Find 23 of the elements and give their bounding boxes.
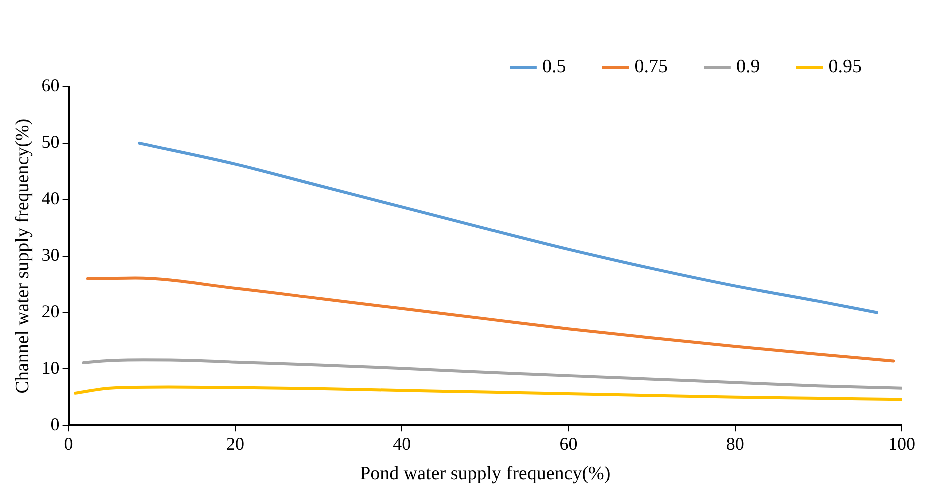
line-series: [82, 358, 902, 390]
x-tick-label: 0: [64, 434, 74, 454]
line-series: [86, 276, 896, 363]
x-tick-label: 60: [560, 434, 578, 454]
x-axis-title: Pond water supply frequency(%): [360, 464, 611, 485]
x-tick-label: 40: [393, 434, 412, 454]
x-tick-label: 100: [888, 434, 916, 454]
legend-label: 0.95: [828, 56, 862, 78]
legend-label: 0.75: [634, 56, 668, 78]
y-tick-label: 20: [42, 301, 60, 322]
x-tick-label: 80: [726, 434, 744, 454]
y-tick-label: 40: [42, 188, 60, 209]
y-tick-label: 50: [42, 132, 60, 152]
legend-label: 0.9: [736, 56, 760, 78]
line-series: [74, 386, 902, 402]
y-tick-label: 30: [42, 245, 60, 266]
y-tick-label: 0: [50, 414, 60, 434]
x-tick-label: 20: [226, 434, 244, 454]
line-series: [138, 142, 879, 314]
y-axis-title: Channel water supply frequency(%): [12, 118, 34, 394]
legend-label: 0.5: [542, 56, 566, 78]
y-tick-label: 60: [42, 76, 60, 96]
y-tick-label: 10: [42, 358, 60, 378]
